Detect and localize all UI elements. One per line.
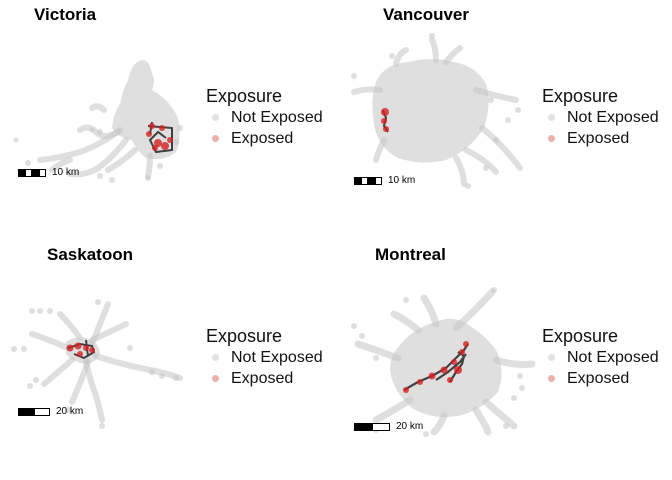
exposed-points [403, 341, 469, 393]
not-exposed-points [351, 33, 523, 189]
legend-title: Exposure [542, 86, 619, 106]
scale-bar: 10 km [18, 167, 79, 178]
legend-key-exposed [212, 135, 219, 142]
legend-label: Exposed [231, 369, 294, 387]
not-exposed-points [351, 287, 536, 437]
legend-item-not-exposed: Not Exposed [206, 107, 323, 128]
map-vancouver [351, 33, 523, 189]
exposed-points [66, 342, 95, 357]
legend-key-not-exposed [212, 354, 219, 361]
panel-saskatoon: Saskatoon [0, 240, 336, 480]
scale-label: 10 km [388, 175, 416, 186]
legend: Exposure Not Exposed Exposed [542, 86, 659, 149]
legend-item-not-exposed: Not Exposed [206, 347, 323, 368]
scale-bar: 20 km [18, 406, 83, 417]
legend-key-exposed [548, 135, 555, 142]
panel-title: Vancouver [383, 5, 469, 24]
legend-label: Not Exposed [567, 108, 659, 126]
exposed-points [381, 108, 389, 132]
map-saskatoon [11, 299, 183, 429]
legend: Exposure Not Exposed Exposed [206, 86, 323, 149]
panel-title: Montreal [375, 245, 446, 264]
legend-title: Exposure [542, 326, 619, 346]
legend-item-exposed: Exposed [206, 128, 323, 149]
legend-key-not-exposed [548, 114, 555, 121]
legend-label: Not Exposed [567, 348, 659, 366]
map-montreal [351, 287, 536, 437]
legend-item-not-exposed: Not Exposed [542, 347, 659, 368]
panel-vancouver: Vancouver [336, 0, 672, 240]
scale-label: 10 km [52, 167, 80, 178]
legend-key-exposed [548, 375, 555, 382]
scale-label: 20 km [396, 421, 424, 432]
legend-item-exposed: Exposed [542, 128, 659, 149]
legend: Exposure Not Exposed Exposed [206, 326, 323, 389]
legend-key-not-exposed [212, 114, 219, 121]
panel-title: Victoria [34, 5, 97, 24]
scale-bar: 20 km [354, 421, 423, 432]
not-exposed-points [13, 60, 183, 183]
legend-title: Exposure [206, 326, 283, 346]
panel-title: Saskatoon [47, 245, 133, 264]
legend-title: Exposure [206, 86, 283, 106]
scale-label: 20 km [56, 406, 84, 417]
legend-label: Exposed [567, 129, 630, 147]
legend-label: Exposed [231, 129, 294, 147]
panel-montreal: Montreal [336, 240, 672, 480]
legend-item-exposed: Exposed [206, 368, 323, 389]
legend-key-not-exposed [548, 354, 555, 361]
panel-victoria: Victoria [0, 0, 336, 240]
map-victoria [13, 60, 183, 183]
legend-label: Not Exposed [231, 108, 323, 126]
legend-item-not-exposed: Not Exposed [542, 107, 659, 128]
legend-label: Not Exposed [231, 348, 323, 366]
exposed-points [146, 123, 173, 151]
legend: Exposure Not Exposed Exposed [542, 326, 659, 389]
legend-label: Exposed [567, 369, 630, 387]
scale-bar: 10 km [354, 175, 415, 186]
legend-key-exposed [212, 375, 219, 382]
not-exposed-points [11, 299, 183, 429]
legend-item-exposed: Exposed [542, 368, 659, 389]
